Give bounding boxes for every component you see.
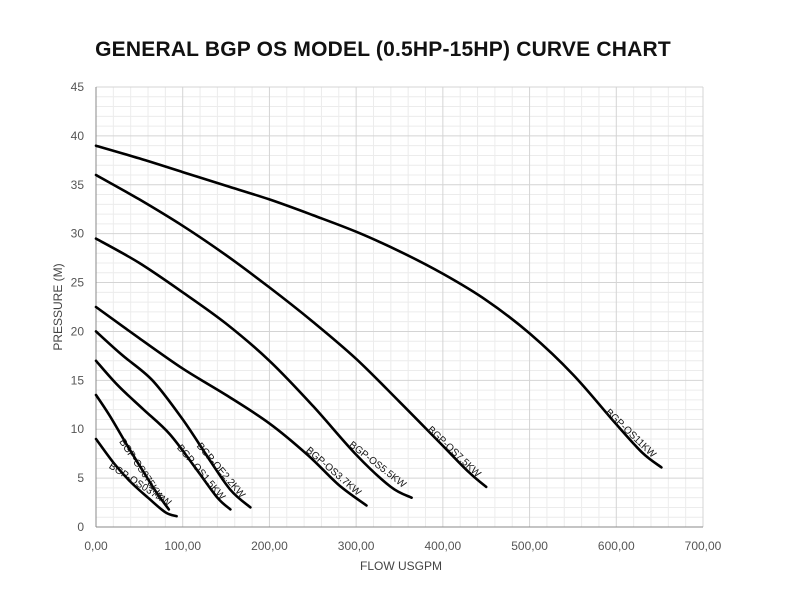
chart-title: GENERAL BGP OS MODEL (0.5HP-15HP) CURVE … — [95, 38, 671, 61]
y-tick-label: 10 — [71, 422, 85, 436]
x-tick-label: 500,00 — [511, 539, 548, 553]
y-tick-label: 15 — [71, 373, 85, 387]
y-tick-label: 35 — [71, 178, 85, 192]
y-tick-label: 25 — [71, 276, 85, 290]
x-axis-title: FLOW USGPM — [360, 559, 442, 573]
curve-bgp-os7-5kw — [94, 173, 488, 489]
curve-bgp-os1-5kw — [94, 359, 232, 511]
minor-grid — [96, 87, 703, 527]
x-tick-label: 600,00 — [598, 539, 635, 553]
curve-bgp-os037kw — [94, 437, 178, 518]
x-tick-label: 100,00 — [164, 539, 201, 553]
y-tick-label: 45 — [71, 80, 85, 94]
y-tick-label: 30 — [71, 227, 85, 241]
y-tick-label: 40 — [71, 129, 85, 143]
x-tick-label: 400,00 — [425, 539, 462, 553]
curve-bgp-os11kw — [94, 144, 663, 469]
y-tick-label: 0 — [77, 520, 84, 534]
curve-bgp-os075kw — [94, 393, 171, 511]
curve-label-bgp-os7-5kw: BGP-OS7.5KW — [425, 424, 483, 480]
curve-bgp-os5-5kw — [94, 237, 413, 499]
y-axis-title: PRESSURE (M) — [51, 263, 65, 350]
y-tick-label: 20 — [71, 324, 85, 338]
major-grid — [96, 86, 704, 527]
x-tick-label: 300,00 — [338, 539, 375, 553]
x-tick-label: 200,00 — [251, 539, 288, 553]
curve-bgp-os3-7kw — [94, 305, 368, 507]
x-tick-label: 700,00 — [685, 539, 722, 553]
curve-label-bgp-os11kw: BGP-OS11KW — [603, 407, 658, 461]
curves — [94, 144, 663, 518]
curve-bgp-oe2-2kw — [94, 330, 252, 509]
x-tick-labels: 0,00 100,00 200,00 300,00 400,00 500,00 600,00… — [84, 539, 721, 553]
y-tick-labels: 0 5 10 15 20 25 30 35 40 45 — [71, 80, 85, 534]
x-tick-label: 0,00 — [84, 539, 108, 553]
y-tick-label: 5 — [77, 471, 84, 485]
